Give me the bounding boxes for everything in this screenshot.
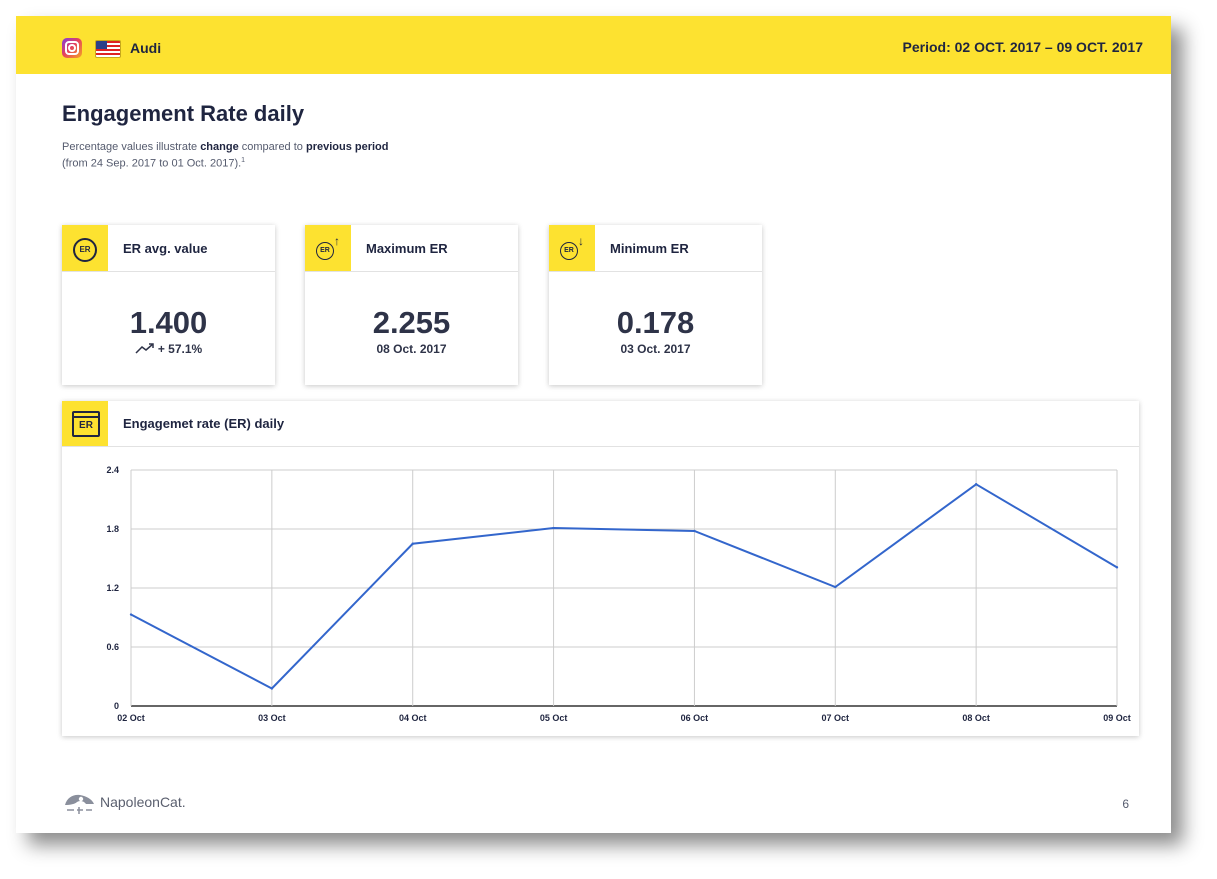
card-value: 0.178 (616, 305, 695, 340)
trend-up-icon (135, 343, 154, 354)
arrow-up-icon: ↑ (334, 234, 340, 248)
card-value: 2.255 (372, 305, 451, 340)
subtitle-bold-change: change (200, 141, 239, 153)
x-tick-label: 02 Oct (117, 713, 145, 723)
footnote-mark: 1 (241, 157, 246, 164)
y-tick-label: 1.2 (106, 583, 119, 593)
subtitle-text: compared to (238, 141, 306, 153)
data-point (270, 687, 274, 690)
data-point (552, 526, 555, 530)
header-bar: Audi Period: 02 OCT. 2017 – 09 OCT. 2017 (16, 16, 1171, 74)
subtitle-line2: (from 24 Sep. 2017 to 01 Oct. 2017). (62, 157, 242, 170)
card-header: ER ER avg. value (62, 225, 275, 272)
data-point (693, 529, 696, 533)
arrow-down-icon: ↓ (578, 234, 584, 248)
card-date: 03 Oct. 2017 (620, 342, 691, 356)
card-header: ER ↓ Minimum ER (549, 225, 762, 272)
subtitle-text: Percentage values illustrate (62, 141, 201, 153)
card-date: 08 Oct. 2017 (376, 342, 447, 356)
y-tick-label: 0.6 (106, 642, 119, 652)
card-label: ER avg. value (123, 241, 208, 256)
card-label: Minimum ER (610, 241, 689, 256)
series-line (130, 483, 1118, 690)
report-page: Audi Period: 02 OCT. 2017 – 09 OCT. 2017… (16, 16, 1171, 833)
card-icon-box: ER ↑ (305, 225, 351, 271)
chart-icon-box: ER (62, 401, 108, 446)
calendar-er-icon: ER (72, 411, 100, 437)
card-icon-box: ER ↓ (549, 225, 595, 271)
x-tick-label: 06 Oct (681, 713, 709, 723)
page-title: Engagement Rate daily (62, 101, 305, 126)
page-subtitle: Percentage values illustrate change comp… (62, 140, 562, 171)
card-header: ER ↑ Maximum ER (305, 225, 518, 272)
er-badge-icon: ER (73, 238, 97, 262)
subtitle-bold-period: previous period (305, 141, 389, 153)
chart-panel: ER Engagemet rate (ER) daily 0 0.6 1.2 1.8 2… (62, 401, 1139, 736)
er-up-icon: ER (316, 242, 334, 260)
data-point (411, 542, 414, 545)
card-icon-box: ER (62, 225, 108, 271)
card-er-max: ER ↑ Maximum ER 2.255 08 Oct. 2017 (305, 225, 518, 385)
instagram-icon (62, 38, 82, 58)
napoleoncat-logo-icon (65, 794, 94, 814)
x-tick-label: 05 Oct (540, 713, 568, 723)
x-tick-label: 04 Oct (399, 713, 427, 723)
x-tick-label: 07 Oct (822, 713, 850, 723)
y-tick-label: 0 (114, 701, 119, 711)
data-point (129, 613, 133, 616)
us-flag-icon (95, 40, 121, 58)
x-tick-label: 03 Oct (258, 713, 286, 723)
card-change: + 57.1% (62, 342, 275, 356)
brand-name: Audi (130, 40, 162, 56)
y-tick-label: 1.8 (106, 524, 119, 534)
card-er-min: ER ↓ Minimum ER 0.178 03 Oct. 2017 (549, 225, 762, 385)
x-tick-label: 08 Oct (962, 713, 990, 723)
card-er-avg: ER ER avg. value 1.400 + 57.1% (62, 225, 275, 385)
data-point (974, 483, 978, 486)
er-down-icon: ER (560, 242, 578, 260)
page-number: 6 (1122, 797, 1129, 811)
data-point (1115, 566, 1119, 569)
napoleoncat-logo: NapoleonCat. (62, 789, 212, 819)
chart-title: Engagemet rate (ER) daily (123, 416, 285, 431)
y-tick-label: 2.4 (106, 465, 119, 475)
change-value: + 57.1% (157, 342, 203, 356)
chart-header: ER Engagemet rate (ER) daily (62, 401, 1139, 447)
logo-text: NapoleonCat. (100, 794, 186, 810)
card-value: 1.400 (129, 305, 208, 340)
data-point (834, 585, 837, 589)
card-label: Maximum ER (366, 241, 448, 256)
x-tick-label: 09 Oct (1103, 713, 1131, 723)
period-label: Period: 02 OCT. 2017 – 09 OCT. 2017 (902, 39, 1143, 55)
line-chart: 0 0.6 1.2 1.8 2.4 02 Oct 03 Oct 04 Oct 05 Oct 06 … (106, 465, 1131, 723)
